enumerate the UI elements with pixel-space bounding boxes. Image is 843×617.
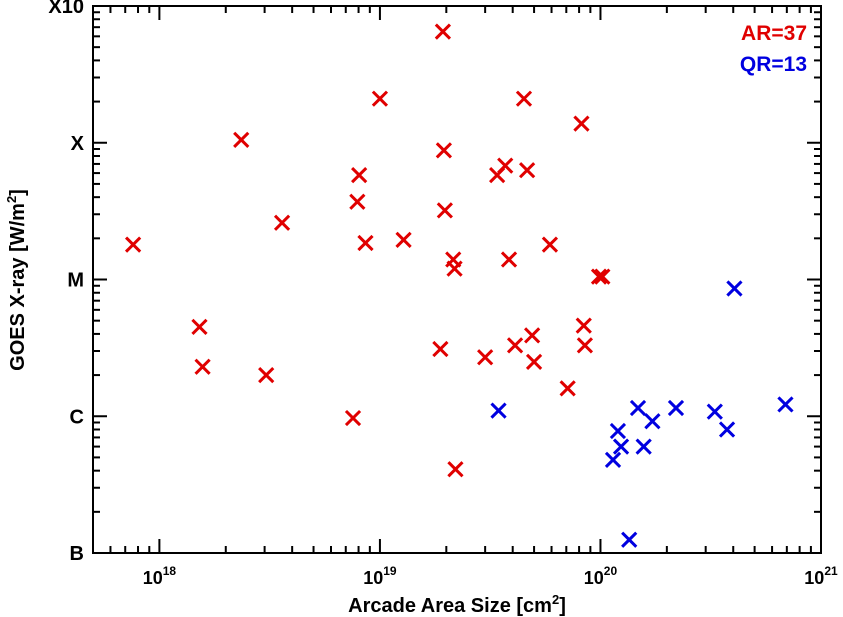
data-point	[349, 193, 366, 210]
series-ar	[124, 23, 611, 478]
data-point	[706, 403, 723, 420]
data-point	[515, 90, 533, 107]
data-point	[447, 461, 464, 478]
y-tick-label: M	[67, 270, 84, 292]
data-point	[344, 409, 362, 427]
data-point	[644, 413, 661, 430]
data-point	[525, 353, 543, 370]
data-point	[621, 531, 638, 548]
data-point	[612, 438, 630, 455]
data-point	[635, 438, 652, 455]
data-point	[395, 231, 412, 248]
data-point	[435, 142, 453, 159]
series-qr	[490, 280, 794, 548]
x-tick-label: 1018	[143, 564, 177, 588]
data-point	[432, 340, 449, 358]
axis-ticks	[92, 5, 822, 554]
data-point	[594, 268, 611, 285]
data-point	[506, 337, 524, 354]
data-markers	[124, 23, 794, 548]
data-point	[541, 236, 559, 253]
data-point	[477, 349, 494, 366]
data-point	[434, 23, 452, 40]
data-point	[718, 421, 736, 438]
x-tick-label: 1020	[584, 564, 618, 588]
y-axis-label: GOES X-ray [W/m2]	[4, 189, 29, 371]
data-point	[573, 115, 590, 132]
data-point	[667, 399, 685, 417]
data-point	[590, 268, 608, 285]
x-axis-label: Arcade Area Size [cm2]	[348, 592, 566, 617]
data-point	[490, 402, 507, 419]
data-point	[371, 90, 389, 107]
data-point	[436, 202, 453, 219]
data-point	[191, 318, 208, 336]
data-point	[519, 162, 536, 179]
y-tick-label: X	[71, 133, 85, 155]
data-point	[357, 234, 374, 252]
data-point	[726, 280, 743, 297]
legend-entry-qr: QR=13	[740, 53, 807, 76]
data-point	[194, 358, 211, 375]
data-point	[777, 396, 794, 413]
data-point	[124, 236, 142, 253]
data-point	[497, 157, 514, 174]
data-point	[233, 131, 250, 148]
data-point	[604, 451, 622, 468]
legend-entry-ar: AR=37	[741, 22, 807, 45]
x-tick-label: 1019	[363, 564, 397, 588]
data-point	[273, 214, 291, 231]
data-point	[576, 337, 594, 354]
y-tick-label: C	[70, 406, 84, 428]
data-point	[609, 422, 627, 440]
data-point	[500, 251, 518, 268]
data-point	[559, 380, 576, 397]
data-point	[524, 327, 541, 344]
data-point	[258, 366, 275, 384]
data-point	[351, 166, 368, 184]
y-tick-label: B	[70, 543, 84, 565]
data-point	[446, 260, 463, 277]
axis-tick-labels: 1018 1019 1020 1021 B C M X X10	[48, 0, 838, 588]
data-point	[629, 399, 647, 417]
x-tick-label: 1021	[804, 564, 838, 588]
y-tick-label: X10	[48, 0, 84, 18]
data-point	[575, 317, 592, 334]
